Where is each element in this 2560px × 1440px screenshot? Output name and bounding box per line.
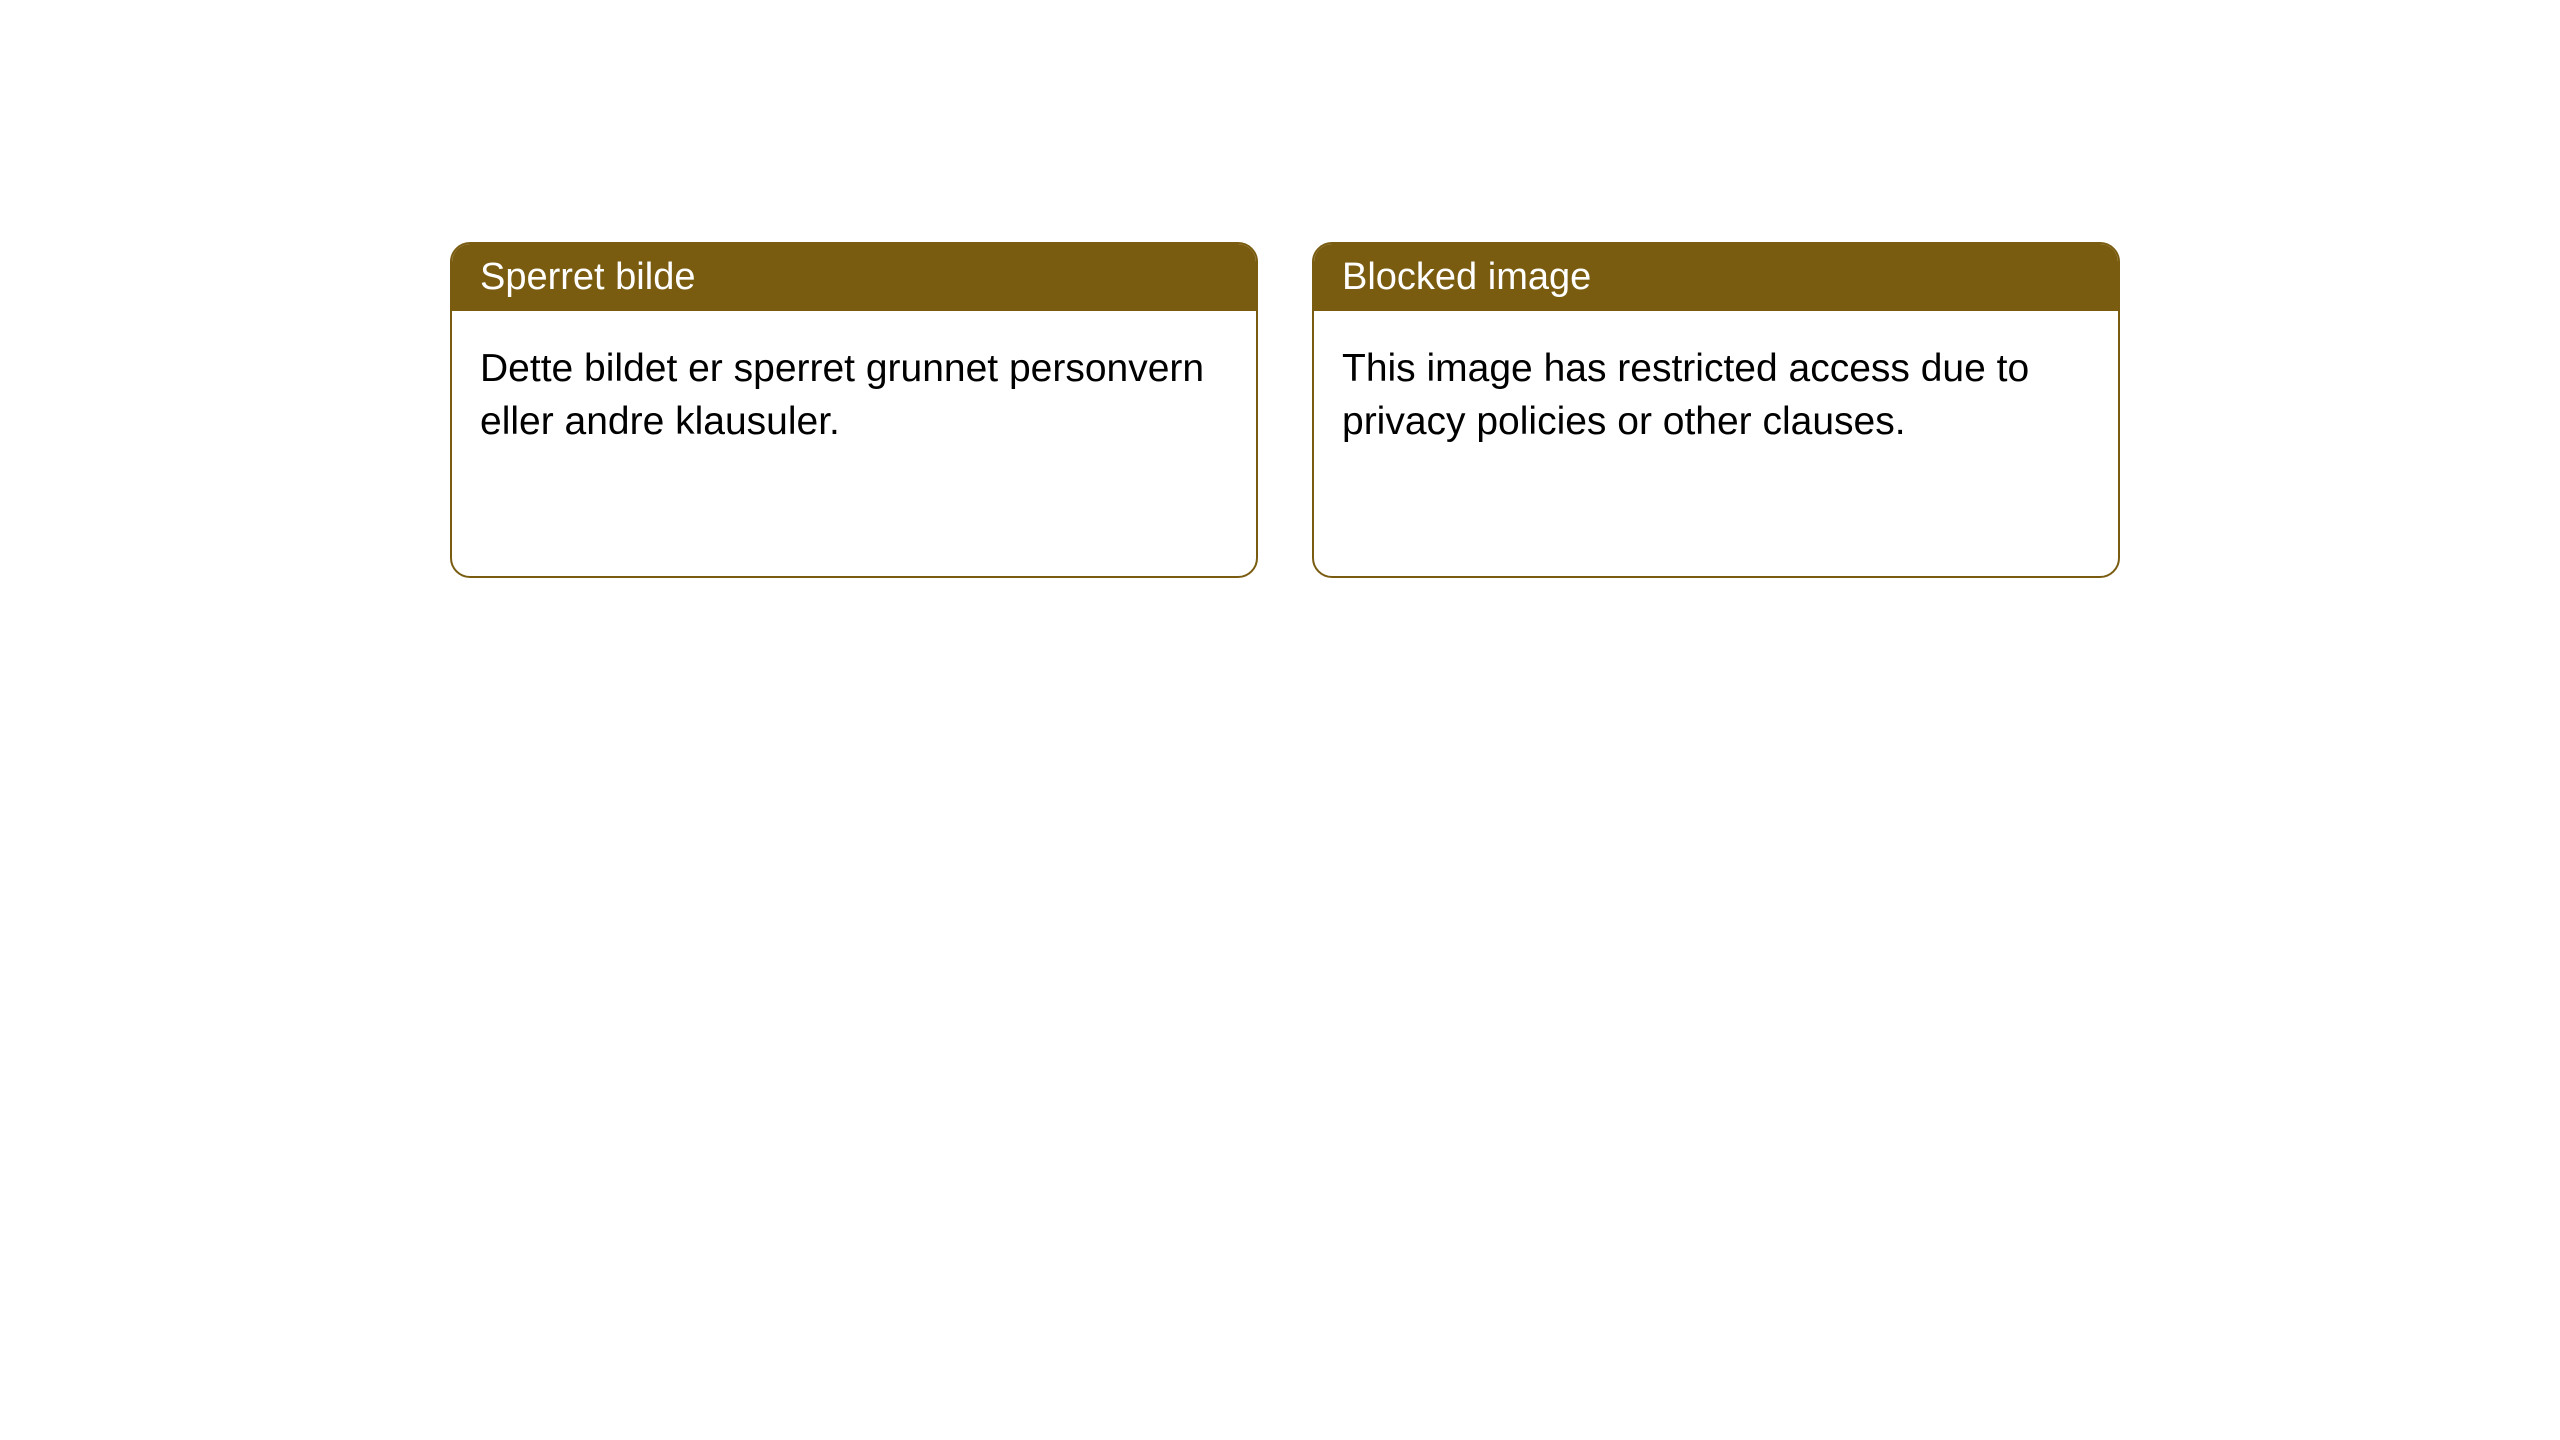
card-body-no: Dette bildet er sperret grunnet personve… (452, 311, 1256, 480)
blocked-image-card-en: Blocked image This image has restricted … (1312, 242, 2120, 578)
blocked-image-card-no: Sperret bilde Dette bildet er sperret gr… (450, 242, 1258, 578)
card-body-en: This image has restricted access due to … (1314, 311, 2118, 480)
card-title-en: Blocked image (1314, 244, 2118, 311)
cards-container: Sperret bilde Dette bildet er sperret gr… (0, 0, 2560, 578)
card-title-no: Sperret bilde (452, 244, 1256, 311)
